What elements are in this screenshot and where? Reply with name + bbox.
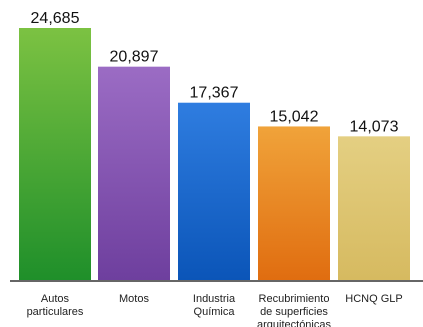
bar-motos [98,66,170,280]
labels-group: 24,685 Autos particulares 20,897 Motos 17,367… [27,10,403,327]
category-label-industria-quimica: Industria Química [193,293,236,318]
value-label-hcnq-glp: 14,073 [350,118,399,135]
value-label-motos: 20,897 [110,49,159,66]
category-label-motos: Motos [119,293,149,305]
bar-autos-particulares [19,28,91,280]
value-label-industria-quimica: 17,367 [190,85,239,102]
category-label-hcnq-glp: HCNQ GLP [345,293,402,305]
category-label-recubrimiento-de-superficies-arquitectonicas: Recubrimiento de superficies arquitectónic… [257,293,331,327]
bar-hcnq-glp [338,136,410,280]
value-label-recubrimiento-de-superficies-arquitectonicas: 15,042 [270,108,319,125]
bars-group [19,28,410,280]
bar-recubrimiento-de-superficies-arquitectonicas [258,126,330,280]
bar-industria-quimica [178,102,250,280]
category-label-autos-particulares: Autos particulares [27,293,84,318]
value-label-autos-particulares: 24,685 [31,10,80,27]
